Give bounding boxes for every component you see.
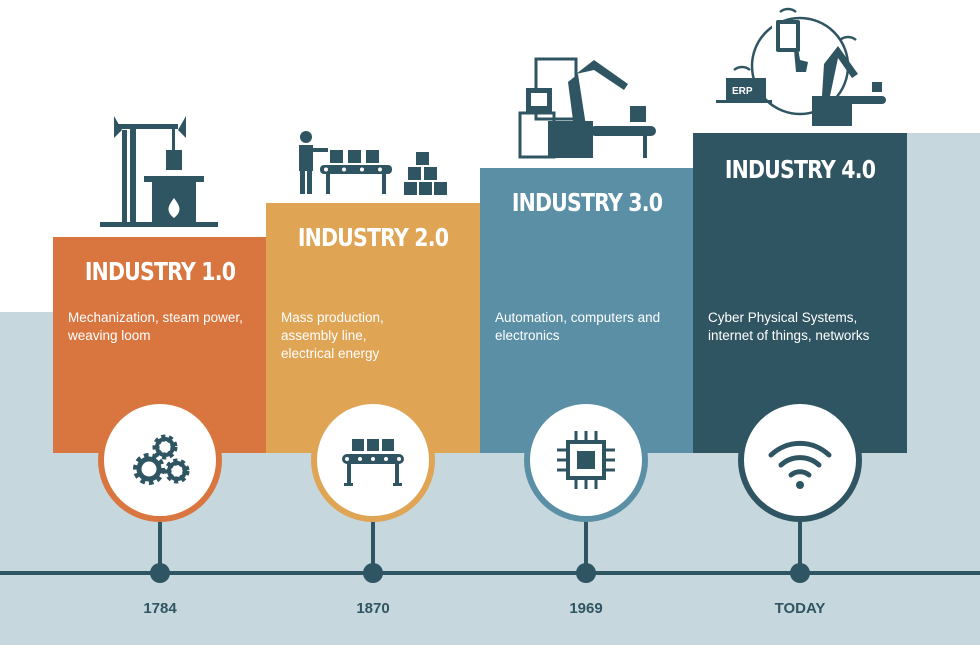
erp-label: ERP	[732, 86, 753, 97]
industry-4-badge	[738, 398, 862, 522]
year-label-1: 1784	[143, 600, 177, 617]
connected-devices-icon: ERP	[716, 7, 886, 126]
industry-1-description: Mechanization, steam power, weaving loom	[68, 310, 243, 343]
wifi-icon	[768, 440, 832, 489]
industry-4-description: Cyber Physical Systems, internet of thin…	[708, 310, 870, 343]
timeline-stem	[584, 520, 588, 573]
year-label-2: 1870	[356, 600, 390, 617]
assembly-line-worker-icon	[299, 131, 447, 195]
industry-2-title: INDUSTRY 2.0	[297, 223, 449, 252]
industry-2-description: Mass production, assembly line, electric…	[281, 310, 384, 361]
timeline-stem	[371, 520, 375, 573]
year-label-3: 1969	[569, 600, 603, 617]
background-strip	[907, 133, 980, 333]
industry-1-badge	[98, 398, 222, 522]
conveyor-belt-icon	[342, 439, 404, 486]
industry-3-title: INDUSTRY 3.0	[511, 188, 663, 217]
timeline-dot	[150, 563, 170, 583]
gears-icon	[133, 434, 190, 485]
timeline-dot	[790, 563, 810, 583]
industry-3-description: Automation, computers and electronics	[495, 310, 661, 343]
timeline-stem	[798, 520, 802, 573]
timeline-dot	[363, 563, 383, 583]
timeline-stem	[158, 520, 162, 573]
industry-1-title: INDUSTRY 1.0	[84, 257, 236, 286]
industry-3-badge	[524, 398, 648, 522]
industry-2-badge	[311, 398, 435, 522]
timeline-line	[0, 571, 980, 575]
robot-arm-computer-icon	[518, 57, 656, 159]
industry-4-title: INDUSTRY 4.0	[724, 155, 876, 184]
steam-engine-icon	[100, 116, 218, 227]
year-label-4: TODAY	[774, 600, 826, 617]
microchip-icon	[557, 431, 615, 489]
timeline-dot	[576, 563, 596, 583]
